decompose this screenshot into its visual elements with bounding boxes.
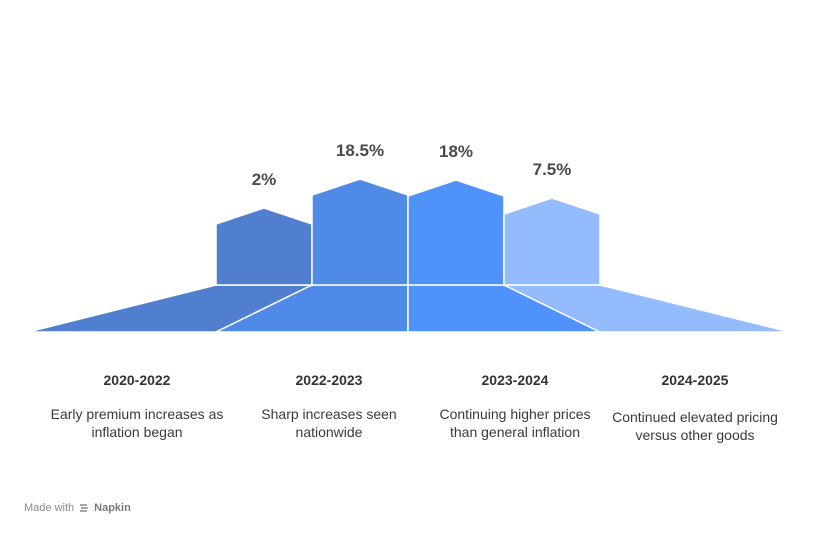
footer: Made with Napkin [24,502,131,514]
description-2: Sharp increases seen nationwide [261,406,397,440]
value-label-4: 7.5% [533,160,572,179]
made-with-text: Made with [24,502,75,514]
description-3: Continuing higher prices than general in… [439,406,591,440]
napkin-brand: Napkin [94,502,131,514]
napkin-logo-icon [80,504,89,512]
bar-1 [215,207,313,286]
bar-2 [311,178,409,286]
description-1: Early premium increases as inflation beg… [50,406,224,440]
bar-4 [503,197,601,286]
value-label-3: 18% [439,142,473,161]
bar-3 [407,179,505,286]
period-label-2: 2022-2023 [295,372,363,388]
description-4: Continued elevated pricing versus other … [612,409,778,443]
period-label-4: 2024-2025 [661,372,729,388]
period-label-1: 2020-2022 [103,372,171,388]
period-label-3: 2023-2024 [481,372,549,388]
value-label-1: 2% [252,170,277,189]
value-label-2: 18.5% [336,141,384,160]
